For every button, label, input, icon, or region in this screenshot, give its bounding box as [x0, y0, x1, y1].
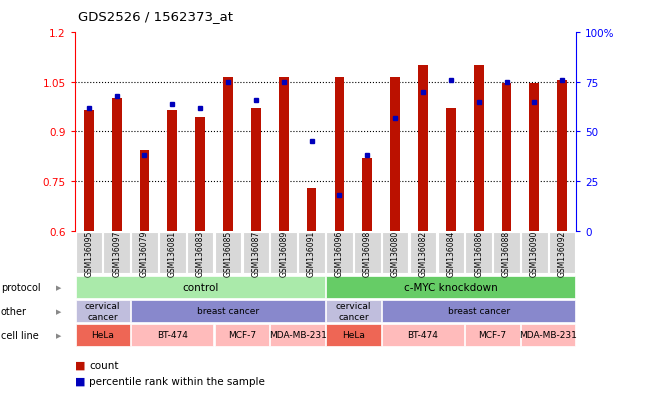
- Text: GSM136096: GSM136096: [335, 230, 344, 276]
- Bar: [390, 78, 400, 231]
- Text: GSM136092: GSM136092: [558, 230, 567, 276]
- Text: cervical
cancer: cervical cancer: [336, 301, 371, 321]
- Bar: [446, 109, 456, 231]
- Text: ▶: ▶: [56, 308, 61, 314]
- Text: GSM136083: GSM136083: [196, 230, 204, 276]
- Bar: [335, 78, 344, 231]
- Text: cell line: cell line: [1, 330, 38, 340]
- Text: MDA-MB-231: MDA-MB-231: [519, 331, 577, 339]
- Text: GSM136085: GSM136085: [223, 230, 232, 276]
- Text: GSM136097: GSM136097: [112, 230, 121, 276]
- Text: MCF-7: MCF-7: [228, 331, 256, 339]
- Text: MDA-MB-231: MDA-MB-231: [269, 331, 327, 339]
- Text: cervical
cancer: cervical cancer: [85, 301, 120, 321]
- Text: count: count: [89, 360, 118, 370]
- Text: HeLa: HeLa: [91, 331, 114, 339]
- Bar: [418, 66, 428, 231]
- Text: HeLa: HeLa: [342, 331, 365, 339]
- Text: BT-474: BT-474: [408, 331, 438, 339]
- Text: control: control: [182, 282, 218, 292]
- Bar: [474, 66, 484, 231]
- Text: breast cancer: breast cancer: [448, 307, 510, 316]
- Text: GSM136095: GSM136095: [84, 230, 93, 276]
- Bar: [139, 150, 149, 231]
- Text: GSM136084: GSM136084: [447, 230, 455, 276]
- Text: GSM136087: GSM136087: [251, 230, 260, 276]
- Bar: [363, 159, 372, 231]
- Text: GSM136089: GSM136089: [279, 230, 288, 276]
- Bar: [529, 84, 539, 231]
- Text: GSM136098: GSM136098: [363, 230, 372, 276]
- Text: GSM136081: GSM136081: [168, 230, 177, 276]
- Bar: [502, 84, 512, 231]
- Text: GSM136086: GSM136086: [474, 230, 483, 276]
- Text: ▶: ▶: [56, 284, 61, 290]
- Text: GSM136080: GSM136080: [391, 230, 400, 276]
- Text: GSM136091: GSM136091: [307, 230, 316, 276]
- Bar: [167, 111, 177, 231]
- Text: c-MYC knockdown: c-MYC knockdown: [404, 282, 498, 292]
- Text: GSM136079: GSM136079: [140, 230, 149, 276]
- Text: breast cancer: breast cancer: [197, 307, 259, 316]
- Bar: [557, 81, 567, 231]
- Text: ▶: ▶: [56, 332, 61, 338]
- Bar: [84, 111, 94, 231]
- Text: MCF-7: MCF-7: [478, 331, 506, 339]
- Text: ■: ■: [75, 360, 85, 370]
- Bar: [112, 99, 122, 231]
- Bar: [307, 188, 316, 231]
- Bar: [195, 117, 205, 231]
- Text: BT-474: BT-474: [157, 331, 187, 339]
- Bar: [251, 109, 261, 231]
- Text: GSM136090: GSM136090: [530, 230, 539, 276]
- Text: GSM136088: GSM136088: [502, 230, 511, 276]
- Text: GSM136082: GSM136082: [419, 230, 428, 276]
- Text: ■: ■: [75, 376, 85, 386]
- Bar: [279, 78, 288, 231]
- Bar: [223, 78, 233, 231]
- Text: other: other: [1, 306, 27, 316]
- Text: percentile rank within the sample: percentile rank within the sample: [89, 376, 265, 386]
- Text: protocol: protocol: [1, 282, 40, 292]
- Text: GDS2526 / 1562373_at: GDS2526 / 1562373_at: [78, 10, 233, 23]
